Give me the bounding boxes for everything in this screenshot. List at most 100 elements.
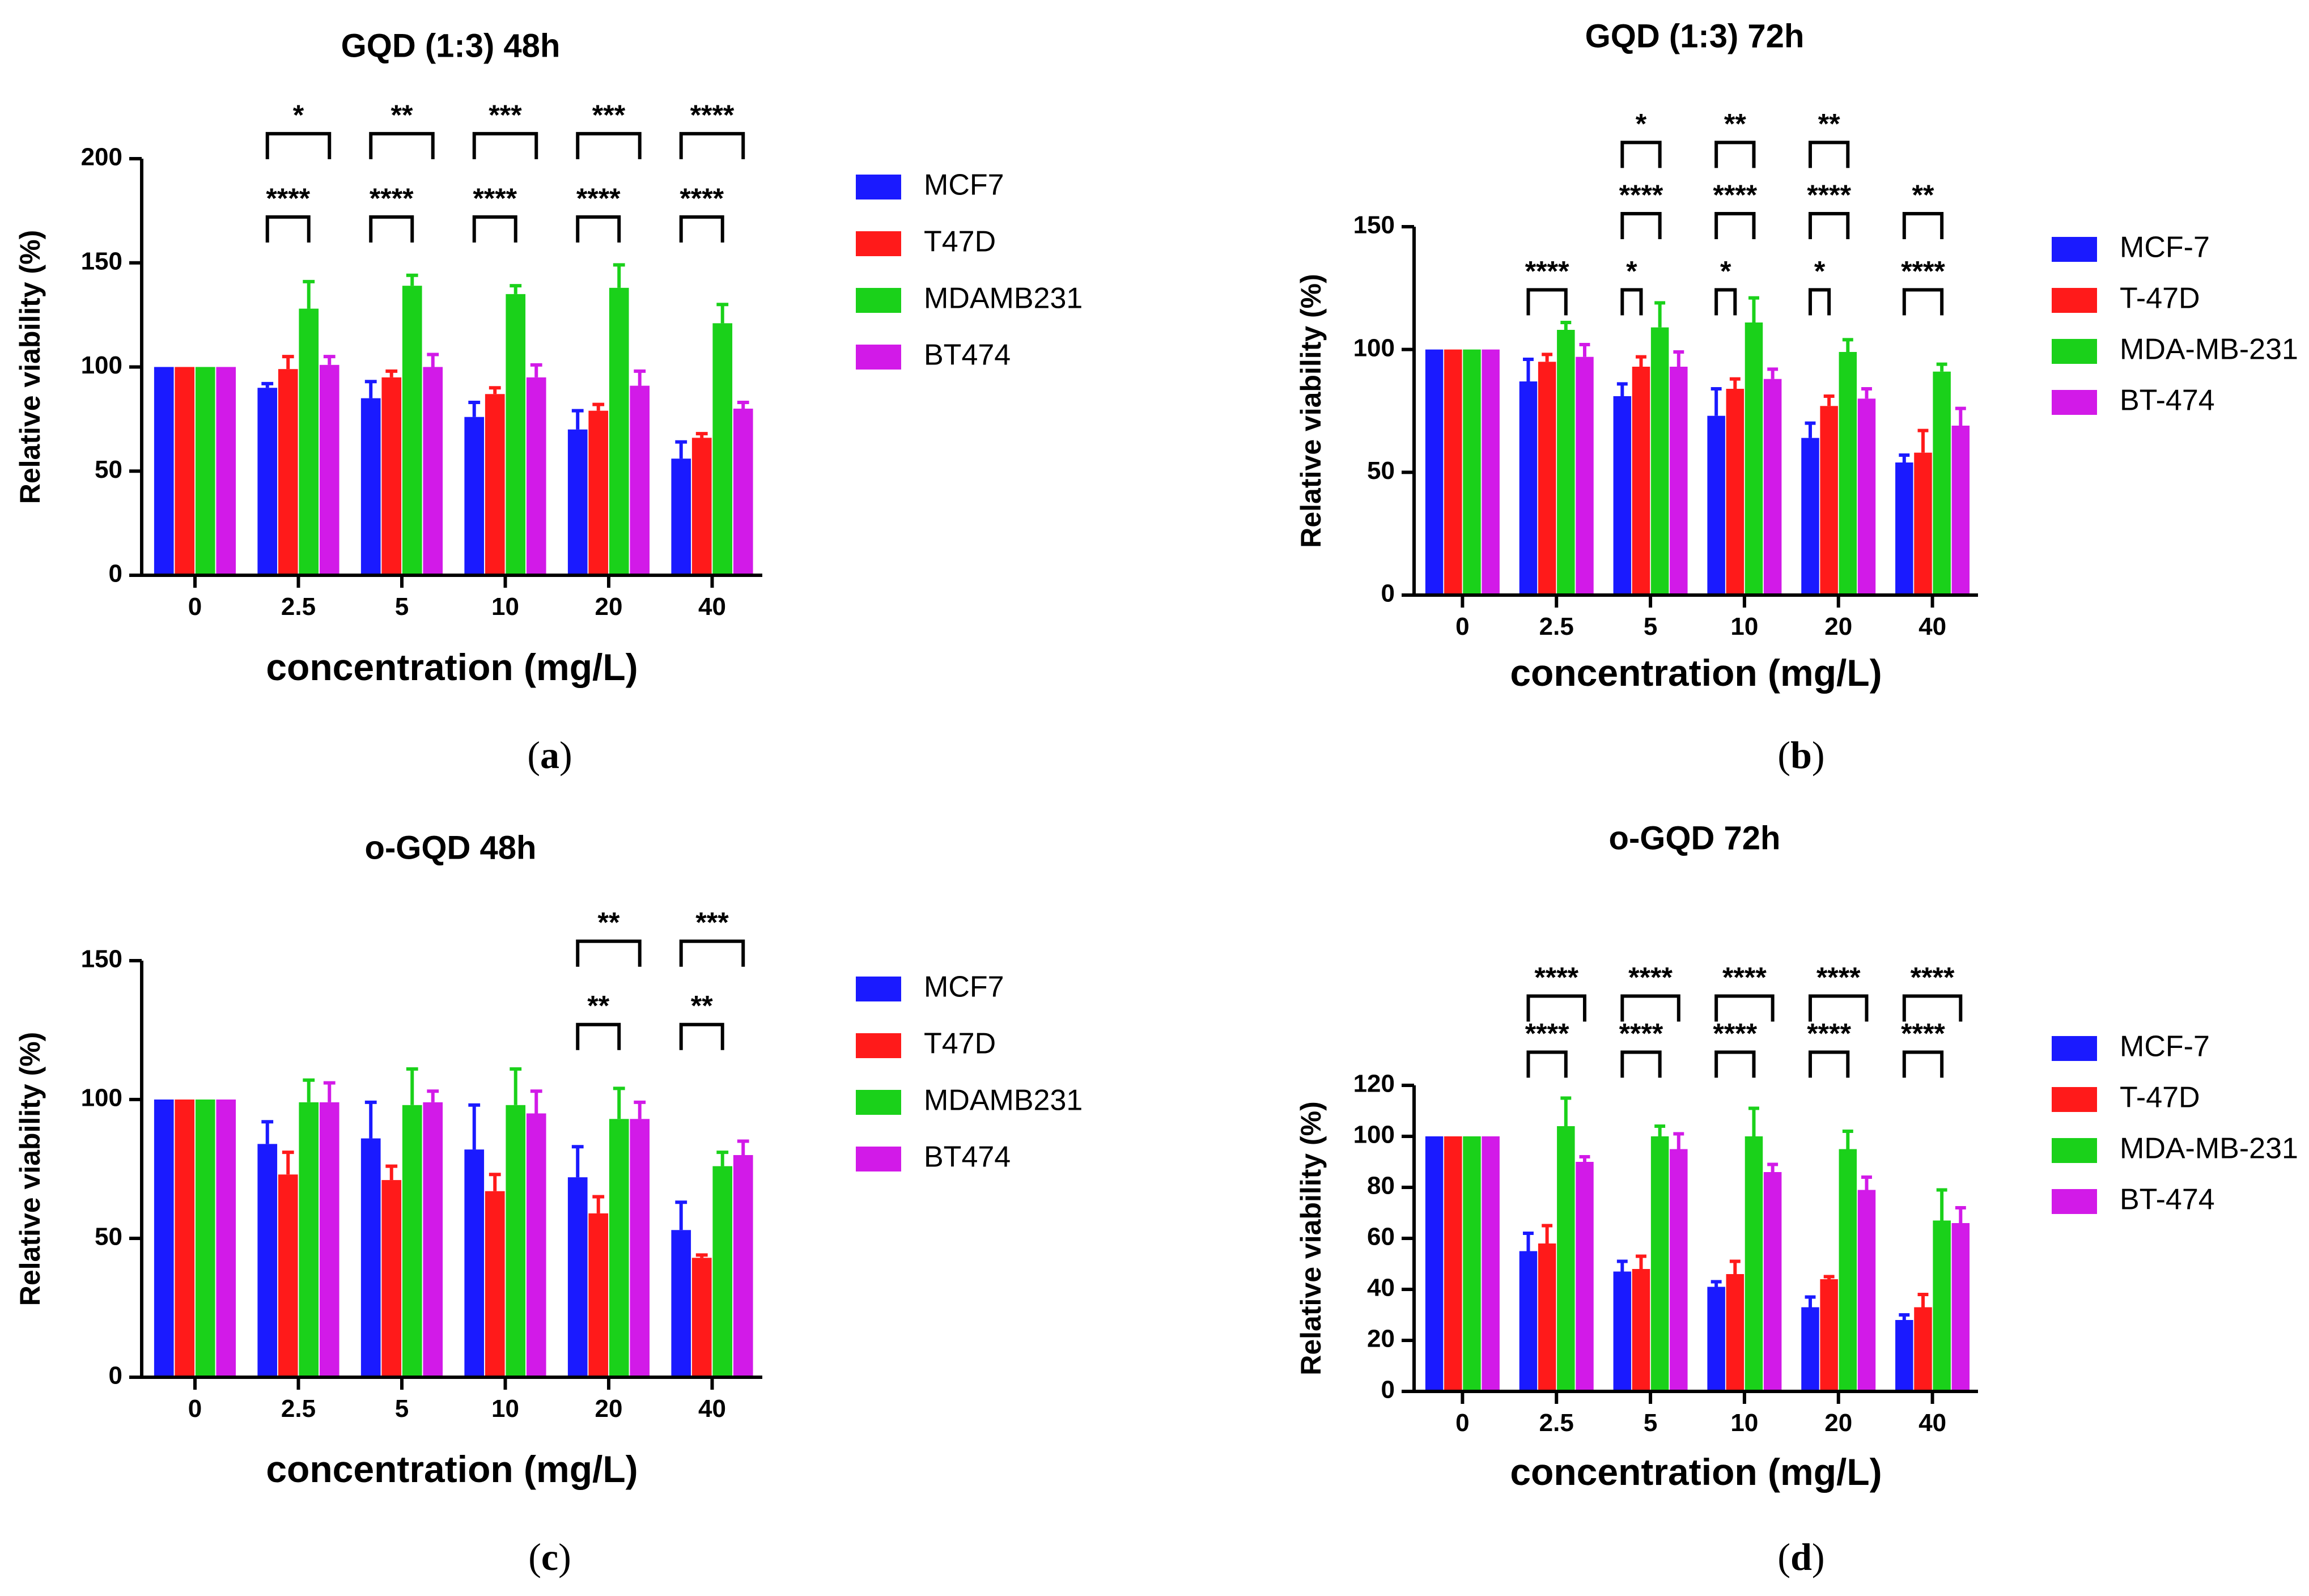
bar-BT474-20 xyxy=(630,385,650,575)
y-tick-label: 0 xyxy=(1381,1376,1395,1404)
bar-BT474-10 xyxy=(526,1113,546,1377)
y-tick-label: 0 xyxy=(109,1362,122,1390)
panel-caption-letter: d xyxy=(1790,1535,1812,1578)
bar-MCF-7-20 xyxy=(1801,1307,1819,1391)
bar-MCF7-10 xyxy=(464,417,485,575)
bar-MDA-MB-231-20 xyxy=(1839,352,1857,595)
x-tick-label: 40 xyxy=(698,1395,726,1423)
bar-MCF-7-40 xyxy=(1895,462,1913,595)
chart-panel-d: o-GQD 72h 0 20 40 60 80 100 120 0 2.5 5 10 20 40 conce… xyxy=(1295,820,2298,1578)
x-axis-title: concentration (mg/L) xyxy=(1510,1451,1882,1493)
significance-bracket xyxy=(1902,994,1963,1022)
significance-label: ** xyxy=(1912,179,1934,211)
significance-label: * xyxy=(1636,108,1647,139)
legend-swatch xyxy=(856,1147,901,1171)
legend-swatch xyxy=(2052,1087,2097,1112)
x-tick-label: 5 xyxy=(1644,1409,1657,1437)
bar-T-47D-0 xyxy=(1444,349,1462,595)
bar-T-47D-40 xyxy=(1914,1307,1932,1391)
x-tick-label: 0 xyxy=(1455,1409,1469,1437)
bar-MCF7-2.5 xyxy=(257,388,278,575)
bar-MCF-7-0 xyxy=(1425,1136,1444,1391)
bar-BT474-40 xyxy=(733,409,753,575)
x-tick-label: 5 xyxy=(395,1395,409,1423)
significance-bracket xyxy=(1808,1050,1850,1078)
significance-bracket xyxy=(1620,994,1680,1022)
x-tick-label: 20 xyxy=(595,1395,623,1423)
bar-T-47D-40 xyxy=(1914,452,1932,595)
bar-MDA-MB-231-0 xyxy=(1463,1136,1481,1391)
significance-bracket xyxy=(1808,212,1850,239)
significance-bracket xyxy=(679,1022,724,1050)
bar-T47D-0 xyxy=(175,367,195,575)
y-tick-label: 20 xyxy=(1367,1325,1395,1353)
bar-MDA-MB-231-20 xyxy=(1839,1149,1857,1391)
significance-bracket xyxy=(679,131,745,159)
bar-MDA-MB-231-2.5 xyxy=(1557,1126,1575,1391)
bar-MDAMB231-5 xyxy=(402,286,422,575)
x-axis-title: concentration (mg/L) xyxy=(1510,652,1882,694)
x-tick-label: 40 xyxy=(1918,1409,1946,1437)
chart-panel-c: o-GQD 48h 0 50 100 150 0 2.5 5 10 20 40 concentrati… xyxy=(14,829,1083,1578)
significance-bracket xyxy=(1620,1050,1662,1078)
legend-swatch xyxy=(856,288,901,313)
significance-label: ** xyxy=(1724,108,1746,139)
bar-T-47D-20 xyxy=(1820,406,1838,595)
significance-label: ** xyxy=(587,990,609,1022)
significance-bracket xyxy=(1902,1050,1944,1078)
bar-MDA-MB-231-40 xyxy=(1933,371,1951,595)
legend-swatch xyxy=(856,231,901,256)
legend-swatch xyxy=(2052,339,2097,364)
y-tick-label: 50 xyxy=(95,1223,122,1251)
y-tick-label: 150 xyxy=(81,247,122,275)
y-axis-title: Relative viability (%) xyxy=(1295,274,1327,548)
significance-bracket xyxy=(472,131,538,159)
legend-label: MCF-7 xyxy=(2120,231,2210,264)
y-axis-title: Relative viability (%) xyxy=(14,230,46,504)
bar-BT474-5 xyxy=(423,1102,443,1377)
bar-T47D-2.5 xyxy=(278,1174,298,1377)
bar-BT-474-0 xyxy=(1482,349,1500,595)
x-tick-label: 40 xyxy=(698,593,726,621)
significance-label: **** xyxy=(1525,255,1569,287)
bar-MCF7-0 xyxy=(154,367,174,575)
significance-bracket xyxy=(369,215,414,243)
legend-label: MCF7 xyxy=(924,971,1004,1004)
y-tick-label: 100 xyxy=(1353,1121,1395,1149)
significance-bracket xyxy=(1526,1050,1568,1078)
bar-T47D-20 xyxy=(588,1213,609,1377)
y-tick-label: 40 xyxy=(1367,1274,1395,1302)
bar-MDAMB231-10 xyxy=(506,1105,526,1377)
x-tick-label: 2.5 xyxy=(1539,1409,1574,1437)
y-tick-label: 120 xyxy=(1353,1070,1395,1098)
legend-label: BT-474 xyxy=(2120,384,2215,417)
bar-BT-474-0 xyxy=(1482,1136,1500,1391)
bar-MDAMB231-20 xyxy=(609,1119,629,1377)
bar-MDAMB231-0 xyxy=(195,367,215,575)
significance-bracket xyxy=(576,1022,621,1050)
bar-MCF7-2.5 xyxy=(257,1144,278,1377)
x-tick-label: 2.5 xyxy=(281,593,316,621)
legend-label: T47D xyxy=(924,1028,996,1060)
significance-bracket xyxy=(1902,212,1944,239)
bar-MCF-7-5 xyxy=(1613,396,1632,595)
bar-MDA-MB-231-10 xyxy=(1745,1136,1763,1391)
significance-label: **** xyxy=(1713,179,1757,211)
chart-panel-b: GQD (1:3) 72h 0 50 100 150 0 2.5 5 10 20 40 concent… xyxy=(1295,18,2298,776)
significance-label: **** xyxy=(1816,962,1861,994)
legend-label: MCF7 xyxy=(924,169,1004,202)
legend-label: MDAMB231 xyxy=(924,282,1083,315)
bar-T-47D-5 xyxy=(1632,367,1650,595)
significance-label: ** xyxy=(598,907,620,939)
bar-T47D-2.5 xyxy=(278,369,298,575)
significance-label: **** xyxy=(266,182,310,214)
bar-T-47D-10 xyxy=(1726,389,1745,595)
legend-swatch xyxy=(2052,1138,2097,1163)
panel-caption-letter: a xyxy=(540,733,559,776)
significance-label: **** xyxy=(1807,1018,1851,1050)
bar-MDA-MB-231-5 xyxy=(1650,1136,1669,1391)
legend-label: T47D xyxy=(924,226,996,258)
bar-MCF7-40 xyxy=(671,1230,691,1377)
legend-swatch xyxy=(2052,237,2097,262)
bar-MCF-7-10 xyxy=(1707,1287,1725,1391)
